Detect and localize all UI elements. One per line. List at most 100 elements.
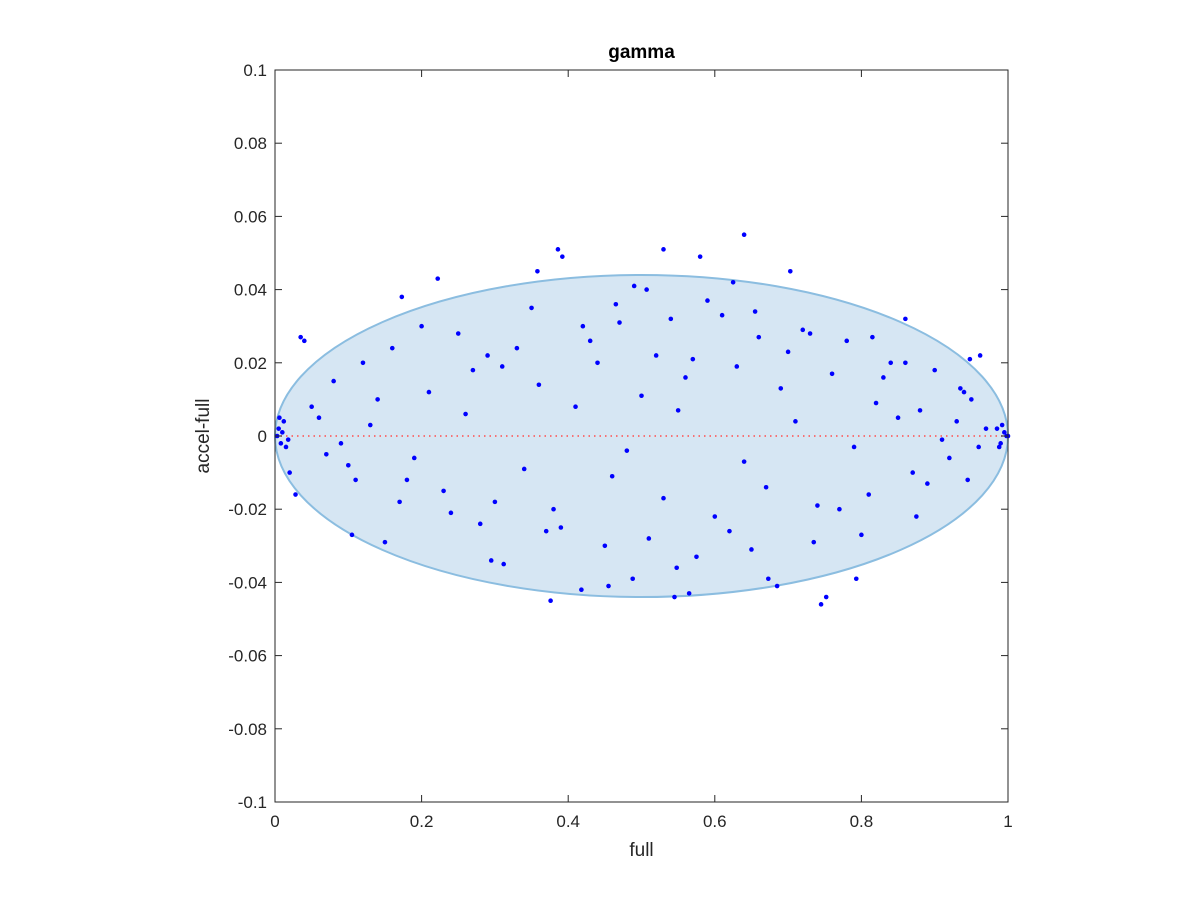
data-point — [617, 320, 622, 325]
data-point — [501, 561, 506, 567]
data-point — [624, 448, 630, 453]
points-layer — [274, 232, 1011, 607]
data-point — [730, 279, 736, 285]
data-point — [903, 316, 908, 322]
data-point — [455, 331, 461, 336]
y-tick-label: -0.1 — [238, 793, 267, 812]
data-point — [587, 338, 593, 344]
data-point — [844, 338, 850, 344]
data-point — [793, 419, 798, 424]
y-axis-title: accel-full — [193, 399, 214, 474]
y-tick-label: 0 — [258, 427, 267, 446]
data-point — [283, 444, 289, 450]
x-tick-label: 1 — [1003, 812, 1012, 831]
data-point — [815, 503, 820, 508]
data-point — [560, 254, 565, 259]
data-point — [996, 444, 1002, 450]
data-point — [521, 466, 527, 472]
data-point — [646, 536, 652, 541]
data-point — [276, 426, 281, 431]
data-point — [903, 360, 908, 366]
x-tick-label: 0.4 — [556, 812, 580, 831]
data-point — [741, 459, 747, 464]
data-point — [630, 576, 636, 582]
data-point — [958, 386, 963, 391]
data-point — [947, 455, 952, 461]
data-point — [399, 294, 405, 300]
data-point — [705, 298, 710, 303]
data-point — [644, 287, 649, 292]
data-point — [492, 499, 498, 505]
data-point — [674, 565, 679, 571]
confidence-ellipse — [274, 273, 1009, 599]
data-point — [277, 415, 282, 421]
x-tick-label: 0.2 — [410, 812, 434, 831]
data-point — [672, 594, 677, 600]
data-point — [529, 305, 534, 311]
data-point — [851, 444, 857, 450]
data-point — [397, 499, 402, 505]
x-tick-label: 0 — [270, 812, 279, 831]
data-point — [675, 408, 681, 413]
data-point — [917, 408, 923, 413]
data-point — [653, 353, 659, 358]
data-point — [818, 602, 824, 607]
data-point — [881, 375, 886, 380]
ticks-layer: 0 0.2 0.4 0.6 0.8 1 -0.1 -0.08 -0.06 -0.04 -0.02 0 0… — [228, 61, 1012, 831]
data-point — [324, 452, 329, 457]
data-point — [426, 389, 432, 395]
data-point — [686, 591, 692, 596]
data-point — [967, 356, 973, 362]
data-point — [778, 386, 784, 391]
data-point — [285, 437, 291, 442]
data-point — [807, 331, 813, 336]
data-point — [595, 360, 600, 366]
data-point — [853, 576, 859, 582]
data-point — [580, 323, 586, 329]
data-point — [558, 525, 564, 530]
data-point — [639, 393, 644, 399]
data-point — [470, 367, 476, 373]
data-point — [375, 397, 380, 402]
data-point — [694, 554, 699, 560]
data-point — [969, 397, 974, 402]
data-point — [316, 415, 322, 421]
data-point — [998, 441, 1003, 446]
data-point — [756, 334, 762, 340]
data-point — [293, 492, 298, 497]
data-point — [463, 411, 468, 417]
data-point — [752, 309, 758, 314]
x-tick-label: 0.6 — [703, 812, 727, 831]
data-point — [870, 334, 875, 340]
data-point — [435, 276, 441, 281]
x-tick-label: 0.8 — [850, 812, 874, 831]
y-tick-label: 0.02 — [234, 354, 267, 373]
data-point — [448, 510, 454, 516]
data-point — [573, 404, 578, 410]
chart-title: gamma — [608, 42, 675, 63]
y-tick-label: 0.04 — [234, 281, 267, 300]
data-point — [536, 382, 542, 388]
data-point — [548, 598, 553, 603]
data-point — [910, 470, 916, 475]
data-point — [382, 539, 388, 545]
data-point — [939, 437, 945, 442]
data-point — [837, 506, 842, 512]
y-tick-label: -0.04 — [228, 573, 267, 592]
data-point — [994, 426, 1000, 431]
data-point — [977, 353, 983, 358]
data-point — [1002, 430, 1007, 435]
data-point — [719, 312, 725, 318]
data-point — [727, 528, 732, 534]
data-point — [983, 426, 989, 431]
y-tick-label: -0.06 — [228, 647, 267, 666]
data-point — [485, 353, 490, 358]
data-point — [579, 587, 584, 593]
data-point — [712, 514, 718, 519]
data-point — [309, 404, 314, 410]
data-point — [477, 521, 483, 527]
y-tick-label: 0.06 — [234, 207, 267, 226]
data-point — [613, 301, 619, 307]
